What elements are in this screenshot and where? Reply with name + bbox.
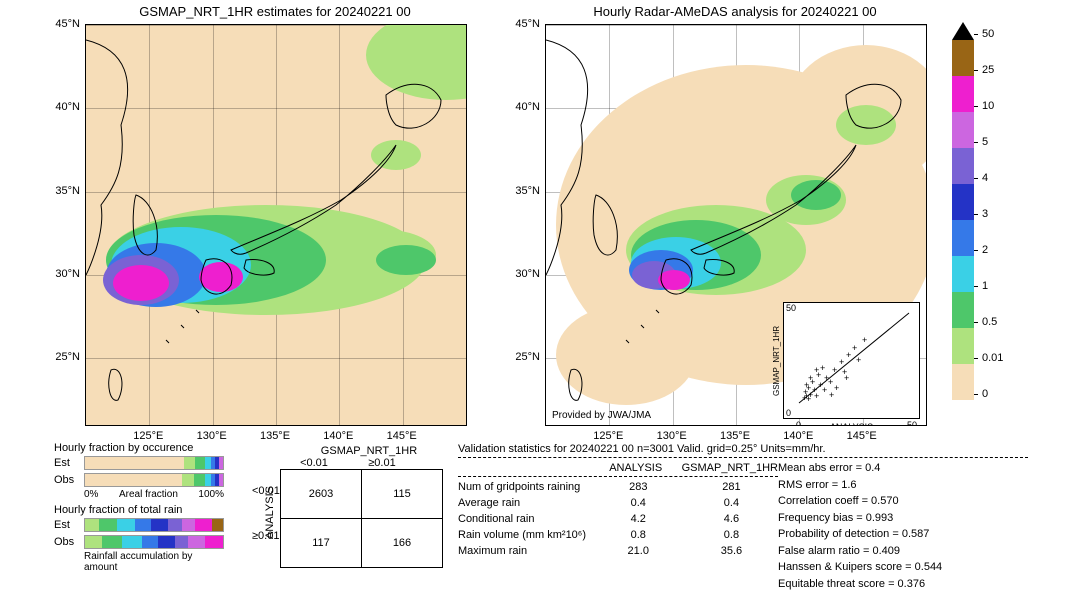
occ-axis-right: 100% [198, 489, 224, 500]
conf-row-0: <0.01 [252, 485, 280, 497]
validation-divider [458, 457, 1028, 458]
svg-text:+: + [844, 373, 849, 383]
total-title: Hourly fraction of total rain [54, 504, 224, 516]
provided-by: Provided by JWA/JMA [552, 410, 651, 421]
svg-text:+: + [814, 365, 819, 375]
confusion-matrix: GSMAP_NRT_1HR ANALYSIS <0.01 ≥0.01 26031… [260, 445, 443, 568]
conf-cell-01: 115 [362, 470, 443, 519]
validation-divider2 [458, 476, 778, 477]
svg-text:+: + [834, 383, 839, 393]
obs-label2: Obs [54, 536, 84, 548]
score-line: Mean abs error = 0.4 [778, 460, 1028, 477]
svg-text:+: + [852, 343, 857, 353]
map2-title: Hourly Radar-AMeDAS analysis for 2024022… [545, 4, 925, 19]
conf-col-1: ≥0.01 [348, 457, 416, 469]
score-line: False alarm ratio = 0.409 [778, 543, 1028, 560]
svg-text:+: + [814, 391, 819, 401]
svg-text:+: + [804, 380, 809, 390]
score-line: Equitable threat score = 0.376 [778, 576, 1028, 593]
occ-axis-left: 0% [84, 489, 98, 500]
val-col1: ANALYSIS [590, 462, 682, 474]
colorbar-max-marker [952, 22, 974, 40]
svg-text:+: + [829, 390, 834, 400]
svg-text:+: + [856, 355, 861, 365]
score-line: Hanssen & Kuipers score = 0.544 [778, 559, 1028, 576]
est-label2: Est [54, 519, 84, 531]
est-label: Est [54, 457, 84, 469]
score-line: Frequency bias = 0.993 [778, 510, 1028, 527]
occurrence-title: Hourly fraction by occurence [54, 442, 224, 454]
conf-cell-10: 117 [281, 519, 362, 568]
map2: Provided by JWA/JMA+++++++++++++++++++++… [545, 24, 927, 426]
conf-col-0: <0.01 [280, 457, 348, 469]
svg-text:+: + [862, 335, 867, 345]
svg-text:+: + [846, 350, 851, 360]
svg-text:+: + [828, 377, 833, 387]
score-line: RMS error = 1.6 [778, 477, 1028, 494]
score-line: Correlation coeff = 0.570 [778, 493, 1028, 510]
validation-header: Validation statistics for 20240221 00 n=… [458, 443, 1028, 455]
colorbar: 502510543210.50.010 [952, 26, 1037, 426]
conf-cell-11: 166 [362, 519, 443, 568]
total-axis-label: Rainfall accumulation by amount [54, 551, 224, 573]
scatter-inset: ++++++++++++++++++++++++++++ANALYSISGSMA… [783, 302, 920, 419]
obs-label: Obs [54, 474, 84, 486]
score-line: Probability of detection = 0.587 [778, 526, 1028, 543]
val-col2: GSMAP_NRT_1HR [682, 462, 778, 474]
map1-title: GSMAP_NRT_1HR estimates for 20240221 00 [85, 4, 465, 19]
svg-text:+: + [822, 385, 827, 395]
map1: 45°N40°N35°N30°N25°N125°E130°E135°E140°E… [85, 24, 467, 426]
conf-row-1: ≥0.01 [252, 530, 279, 542]
svg-text:+: + [832, 365, 837, 375]
confusion-col-header: GSMAP_NRT_1HR [260, 445, 443, 457]
svg-text:+: + [839, 357, 844, 367]
occ-axis-label: Areal fraction [119, 489, 178, 500]
svg-text:+: + [820, 363, 825, 373]
fraction-occurrence: Hourly fraction by occurence Est Obs 0% … [54, 442, 224, 573]
validation-stats: Validation statistics for 20240221 00 n=… [458, 443, 1028, 592]
conf-cell-00: 2603 [281, 470, 362, 519]
